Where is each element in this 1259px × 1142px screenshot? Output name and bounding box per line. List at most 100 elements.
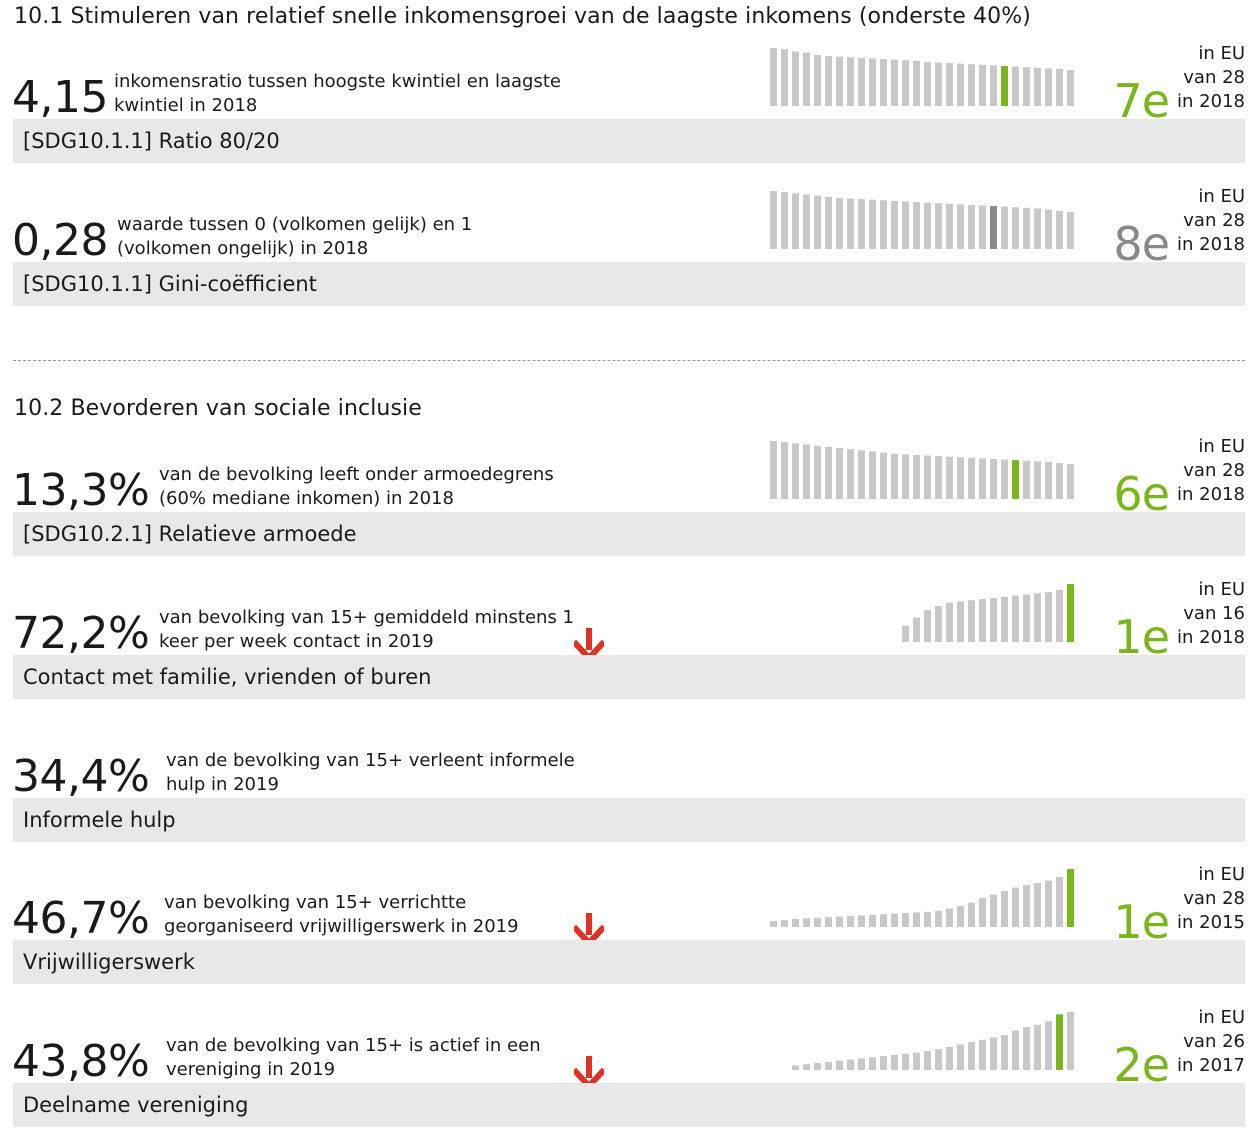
description-line: van de bevolking van 15+ verleent inform… [166,750,575,771]
chart-bar [968,902,975,927]
chart-bar [913,202,920,249]
chart-bar [1001,596,1008,642]
chart-bar [1045,68,1052,106]
rank-context-line: van 28 [1183,460,1245,481]
chart-bar [946,602,953,642]
chart-bar [946,203,953,249]
eu-rank: in EU van 16 in 2018 1e [1085,579,1245,664]
rank-number: 1e [1113,895,1170,949]
chart-bar [1056,589,1063,642]
chart-bar [1034,593,1041,642]
chart-bar [935,456,942,499]
indicator-ratio-80-20: 4,15 inkomensratio tussen hoogste kwinti… [0,43,1259,178]
chart-bar [814,195,821,249]
chart-bar [792,51,799,106]
description-line: inkomensratio tussen hoogste kwintiel en… [114,71,561,92]
chart-bar [1056,877,1063,927]
indicator-vrijwilligerswerk: 46,7% van bevolking van 15+ verrichtte g… [0,864,1259,999]
indicator-label-bar: [SDG10.1.1] Ratio 80/20 [13,119,1245,163]
indicator-description: van de bevolking van 15+ verleent inform… [166,749,575,797]
chart-bar [902,201,909,249]
chart-bar [814,1063,821,1070]
description-line: keer per week contact in 2019 [159,631,434,652]
chart-bar [891,913,898,927]
rank-number: 6e [1113,467,1170,521]
indicator-description: van bevolking van 15+ gemiddeld minstens… [159,606,574,654]
chart-bar [792,1065,799,1070]
description-line: van de bevolking leeft onder armoedegren… [159,464,554,485]
chart-bar [803,52,810,106]
chart-bar [825,196,832,249]
chart-bar-netherlands [990,206,997,249]
chart-bar-netherlands [1056,1014,1063,1070]
chart-bar [1023,885,1030,927]
chart-bar [1012,66,1019,106]
chart-bar [880,59,887,106]
chart-bar-netherlands [1001,65,1008,106]
chart-bar [1056,210,1063,249]
section-title-10-2: 10.2 Bevorderen van sociale inclusie [14,396,422,421]
chart-bar [924,202,931,249]
chart-bar [902,625,909,642]
chart-bar [869,914,876,927]
chart-bar [1045,209,1052,249]
chart-bar-netherlands [1012,460,1019,499]
chart-bar [1067,70,1074,106]
chart-bar [869,58,876,106]
description-line: van de bevolking van 15+ is actief in ee… [166,1035,541,1056]
chart-bar [858,915,865,927]
chart-bar [825,446,832,499]
chart-bar [880,452,887,499]
country-ranking-chart [792,1012,1074,1070]
chart-bar [1045,592,1052,642]
chart-bar [770,921,777,927]
chart-bar [913,912,920,927]
chart-bar [858,199,865,249]
chart-bar [1023,67,1030,106]
chart-bar [1034,208,1041,249]
chart-bar [968,457,975,499]
chart-bar [858,450,865,499]
chart-bar [924,911,931,927]
chart-bar [935,606,942,642]
chart-bar [1067,211,1074,249]
chart-bar [891,59,898,106]
chart-bar [935,62,942,106]
rank-context-line: van 16 [1183,603,1245,624]
chart-bar [869,1057,876,1070]
chart-bar [847,57,854,106]
description-line: waarde tussen 0 (volkomen gelijk) en 1 [117,214,473,235]
chart-bar [1034,882,1041,927]
chart-bar [858,1058,865,1070]
chart-bar [825,56,832,106]
chart-bar [913,1052,920,1070]
chart-bar [1067,1012,1074,1070]
chart-bar [858,57,865,106]
rank-context-line: in EU [1198,579,1245,600]
country-ranking-chart [770,441,1074,499]
rank-context-line: in EU [1198,1007,1245,1028]
chart-bar [990,458,997,499]
chart-bar [979,64,986,106]
chart-bar [847,449,854,499]
rank-context-line: in 2017 [1177,1055,1245,1076]
chart-bar [847,198,854,249]
rank-context-line: van 26 [1183,1031,1245,1052]
section-divider [13,360,1245,361]
chart-bar [902,454,909,499]
chart-bar [1023,207,1030,249]
rank-context-line: in 2018 [1177,234,1245,255]
indicator-value: 0,28 [12,215,108,266]
chart-bar [836,447,843,499]
chart-bar [924,1050,931,1070]
indicator-relatieve-armoede: 13,3% van de bevolking leeft onder armoe… [0,436,1259,571]
chart-bar [1023,594,1030,642]
country-ranking-chart [770,191,1074,249]
chart-bar [946,908,953,927]
indicator-gini: 0,28 waarde tussen 0 (volkomen gelijk) e… [0,186,1259,321]
indicator-description: van de bevolking leeft onder armoedegren… [159,463,554,511]
chart-bar [979,1039,986,1070]
chart-bar [913,617,920,642]
chart-bar [1001,1035,1008,1070]
chart-bar [946,63,953,106]
